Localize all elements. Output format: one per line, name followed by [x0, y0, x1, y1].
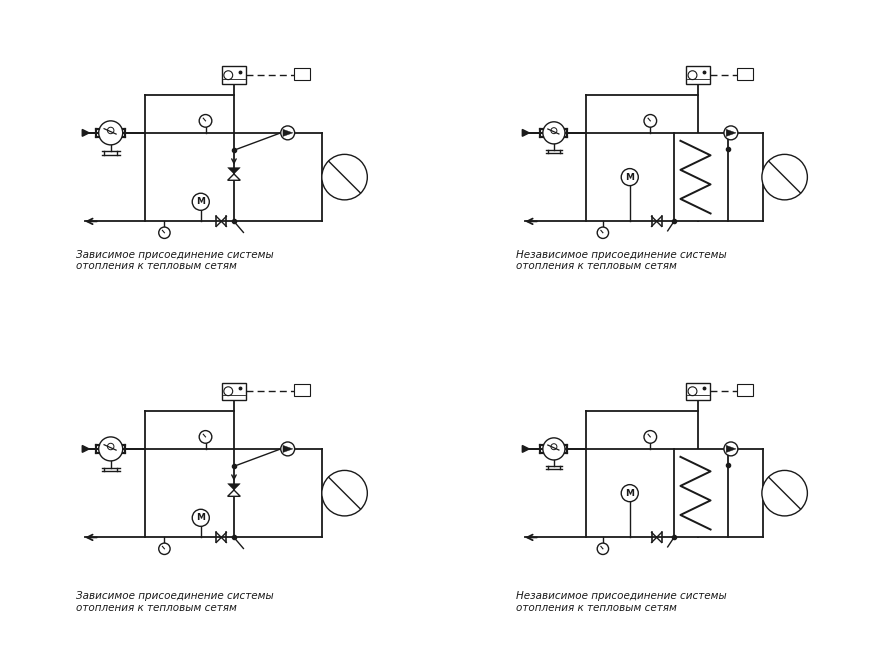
Text: M: M — [625, 173, 634, 182]
Bar — [222, 382, 245, 400]
Polygon shape — [726, 446, 736, 452]
Bar — [674, 449, 728, 537]
Bar — [294, 68, 309, 80]
Bar — [294, 384, 309, 396]
Circle shape — [551, 128, 557, 134]
Circle shape — [762, 470, 807, 516]
Circle shape — [322, 154, 367, 200]
Polygon shape — [228, 168, 240, 174]
Circle shape — [551, 444, 557, 450]
Bar — [686, 66, 710, 84]
Bar — [737, 384, 753, 396]
Circle shape — [762, 154, 807, 200]
Text: M: M — [196, 197, 205, 206]
Circle shape — [192, 510, 209, 526]
Bar — [737, 68, 753, 80]
Bar — [222, 66, 245, 84]
Circle shape — [199, 115, 212, 127]
Polygon shape — [283, 446, 292, 452]
Circle shape — [99, 121, 123, 145]
Circle shape — [644, 431, 657, 443]
Circle shape — [724, 126, 738, 140]
Circle shape — [543, 438, 565, 460]
Text: M: M — [196, 513, 205, 522]
Bar — [686, 382, 710, 400]
Circle shape — [281, 126, 294, 140]
Text: M: M — [625, 489, 634, 498]
Circle shape — [224, 71, 233, 79]
Circle shape — [199, 431, 212, 443]
Polygon shape — [283, 130, 292, 136]
Polygon shape — [228, 174, 240, 181]
Circle shape — [224, 387, 233, 395]
Circle shape — [159, 543, 170, 555]
Circle shape — [281, 442, 294, 456]
Circle shape — [159, 227, 170, 239]
Polygon shape — [83, 130, 89, 136]
Circle shape — [688, 387, 697, 395]
Circle shape — [322, 470, 367, 516]
Polygon shape — [83, 446, 89, 452]
Circle shape — [108, 443, 114, 450]
Text: Независимое присоединение системы
отопления к тепловым сетям: Независимое присоединение системы отопле… — [516, 591, 726, 613]
Bar — [674, 133, 728, 221]
Circle shape — [597, 227, 609, 239]
Text: Независимое присоединение системы
отопления к тепловым сетям: Независимое присоединение системы отопле… — [516, 250, 726, 272]
Polygon shape — [228, 490, 240, 497]
Circle shape — [688, 71, 697, 79]
Circle shape — [644, 115, 657, 127]
Circle shape — [597, 543, 609, 555]
Text: Зависимое присоединение системы
отопления к тепловым сетям: Зависимое присоединение системы отоплени… — [76, 591, 274, 613]
Polygon shape — [228, 484, 240, 490]
Polygon shape — [523, 130, 529, 136]
Circle shape — [192, 194, 209, 210]
Circle shape — [108, 127, 114, 134]
Circle shape — [724, 442, 738, 456]
Circle shape — [99, 437, 123, 461]
Circle shape — [621, 484, 638, 502]
Text: Зависимое присоединение системы
отопления к тепловым сетям: Зависимое присоединение системы отоплени… — [76, 250, 274, 272]
Polygon shape — [726, 130, 736, 136]
Polygon shape — [523, 446, 529, 452]
Circle shape — [621, 168, 638, 186]
Circle shape — [543, 122, 565, 144]
